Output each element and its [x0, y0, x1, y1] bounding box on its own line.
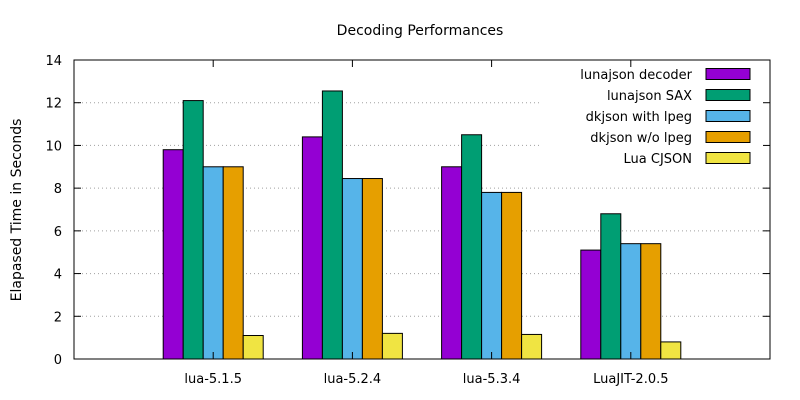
- y-tick-label: 8: [54, 182, 62, 197]
- bar-lua-cjson-lua-5-3-4: [521, 333, 543, 360]
- y-axis-ticks: 0 2 4 6 8 10 12 14: [45, 54, 770, 368]
- bar-lunajson-decoder-lua-5-3-4: [441, 166, 463, 360]
- chart-title: Decoding Performances: [337, 23, 504, 39]
- bar-dkjson-w-o-lpeg-lua-5-1-5: [222, 166, 244, 360]
- legend-swatch: [705, 110, 751, 122]
- y-tick-label: 12: [45, 97, 62, 112]
- bar-lua-cjson-luajit-2-0-5: [660, 341, 682, 360]
- bar-dkjson-with-lpeg-lua-5-3-4: [481, 191, 503, 360]
- bar-lunajson-sax-luajit-2-0-5: [600, 213, 622, 360]
- bar-dkjson-with-lpeg-lua-5-2-4: [341, 178, 363, 360]
- bar-lunajson-decoder-lua-5-1-5: [162, 149, 184, 360]
- legend-label: dkjson w/o lpeg: [590, 131, 692, 146]
- bar-lunajson-sax-lua-5-1-5: [182, 100, 204, 360]
- x-tick-label: LuaJIT-2.0.5: [593, 372, 668, 387]
- y-tick-label: 6: [54, 225, 62, 240]
- plot-frame: [73, 59, 771, 360]
- x-tick-label: lua-5.3.4: [463, 372, 521, 387]
- bar-dkjson-w-o-lpeg-lua-5-2-4: [361, 178, 383, 360]
- bar-dkjson-w-o-lpeg-lua-5-3-4: [501, 191, 523, 360]
- y-tick-label: 14: [45, 54, 62, 69]
- bar-lua-cjson-lua-5-2-4: [381, 332, 403, 360]
- bar-dkjson-w-o-lpeg-luajit-2-0-5: [640, 243, 662, 360]
- bars: [162, 90, 682, 360]
- bar-lunajson-sax-lua-5-2-4: [321, 90, 343, 360]
- legend-swatch: [705, 152, 751, 164]
- bar-lunajson-decoder-luajit-2-0-5: [580, 249, 602, 360]
- legend-label: lunajson SAX: [607, 89, 692, 104]
- bar-lua-cjson-lua-5-1-5: [242, 335, 264, 360]
- legend-label: Lua CJSON: [624, 152, 692, 167]
- legend-swatch: [705, 131, 751, 143]
- x-tick-label: lua-5.1.5: [184, 372, 242, 387]
- bar-lunajson-sax-lua-5-3-4: [461, 134, 483, 360]
- legend-swatch: [705, 68, 751, 80]
- x-tick-label: lua-5.2.4: [324, 372, 382, 387]
- bar-dkjson-with-lpeg-luajit-2-0-5: [620, 243, 642, 360]
- legend-label: dkjson with lpeg: [586, 110, 692, 125]
- y-tick-label: 0: [54, 353, 62, 368]
- y-tick-label: 10: [45, 139, 62, 154]
- bar-dkjson-with-lpeg-lua-5-1-5: [202, 166, 224, 360]
- legend-label: lunajson decoder: [580, 68, 692, 83]
- legend-swatch: [705, 89, 751, 101]
- bar-lunajson-decoder-lua-5-2-4: [301, 136, 323, 360]
- legend: lunajson decoder lunajson SAX dkjson with …: [580, 68, 751, 167]
- y-axis-label: Elapased Time in Seconds: [9, 119, 25, 302]
- x-axis-ticks: lua-5.1.5 lua-5.2.4 lua-5.3.4 LuaJIT-2.0.5: [184, 60, 669, 387]
- y-tick-label: 2: [54, 310, 62, 325]
- y-tick-label: 4: [54, 268, 62, 283]
